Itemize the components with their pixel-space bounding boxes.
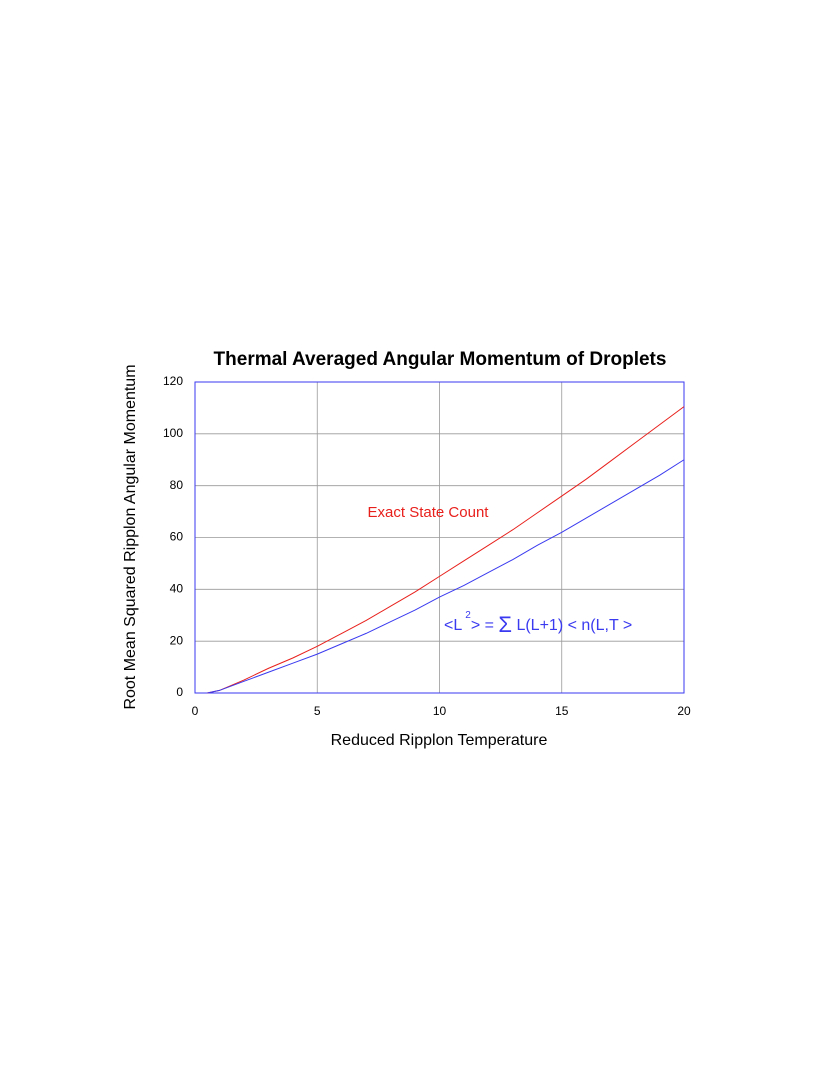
plot-frame <box>194 381 685 694</box>
annotation: <L2> = Σ L(L+1) < n(L,T > <box>444 610 632 637</box>
y-tick-label: 0 <box>176 685 183 699</box>
annotation-part: > = <box>471 617 499 634</box>
y-tick-label: 40 <box>170 582 184 596</box>
y-tick-label: 60 <box>170 530 184 544</box>
annotation-part: 2 <box>465 610 471 621</box>
annotation-part: Σ <box>498 612 512 637</box>
x-axis-label: Reduced Ripplon Temperature <box>331 732 548 749</box>
y-tick-label: 100 <box>163 426 183 440</box>
y-tick-label: 120 <box>163 374 183 388</box>
y-axis-label: Root Mean Squared Ripplon Angular Moment… <box>122 364 139 709</box>
annotation: Exact State Count <box>368 504 490 521</box>
y-tick-label: 20 <box>170 633 184 647</box>
x-tick-label: 20 <box>677 704 691 718</box>
line-series <box>207 406 685 694</box>
annotation-part: L(L+1) < n(L,T > <box>512 617 632 634</box>
annotation-part: <L <box>444 617 462 634</box>
x-tick-label: 5 <box>314 704 321 718</box>
chart-title: Thermal Averaged Angular Momentum of Dro… <box>214 349 667 370</box>
y-tick-label: 80 <box>170 478 184 492</box>
line-series <box>207 459 685 694</box>
x-tick-label: 10 <box>433 704 447 718</box>
x-tick-label: 0 <box>192 704 199 718</box>
x-tick-label: 15 <box>555 704 569 718</box>
